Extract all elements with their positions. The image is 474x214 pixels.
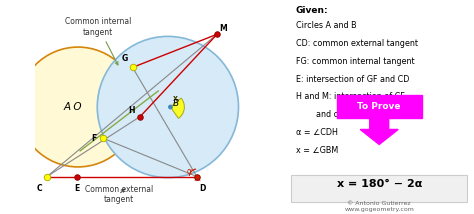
Text: α: α (186, 167, 191, 176)
Text: x = 180° − 2α: x = 180° − 2α (337, 179, 422, 189)
Text: B: B (173, 99, 178, 108)
Circle shape (97, 36, 238, 178)
Wedge shape (171, 98, 184, 118)
Text: and circle B: and circle B (296, 110, 363, 119)
Text: E: E (74, 184, 80, 193)
Text: Circles A and B: Circles A and B (296, 21, 356, 30)
Text: E: intersection of GF and CD: E: intersection of GF and CD (296, 75, 409, 84)
Text: M: M (219, 24, 228, 33)
Text: x: x (173, 94, 178, 103)
Point (167, 105, 174, 109)
Text: α = ∠CDH: α = ∠CDH (296, 128, 337, 137)
Text: Common external
tangent: Common external tangent (84, 185, 153, 204)
Point (43, 175, 51, 178)
Text: FG: common internal tangent: FG: common internal tangent (296, 57, 414, 66)
Text: Common internal
tangent: Common internal tangent (65, 17, 131, 65)
Text: Given:: Given: (296, 6, 328, 15)
Point (129, 66, 137, 69)
Point (193, 175, 201, 178)
Point (193, 175, 201, 178)
FancyBboxPatch shape (337, 95, 422, 118)
Text: G: G (122, 54, 128, 63)
Point (73, 175, 81, 178)
Text: F: F (91, 134, 97, 143)
Point (213, 33, 221, 36)
FancyBboxPatch shape (291, 175, 467, 202)
FancyArrow shape (360, 119, 398, 144)
Point (136, 115, 144, 118)
Circle shape (18, 47, 138, 167)
Point (99, 136, 106, 140)
Text: To Prove: To Prove (357, 102, 401, 111)
Text: CD: common external tangent: CD: common external tangent (296, 39, 418, 48)
Text: C: C (36, 184, 42, 193)
Text: x = ∠GBM: x = ∠GBM (296, 146, 338, 155)
Text: H and M: intersection of CF: H and M: intersection of CF (296, 92, 404, 101)
Text: H: H (128, 106, 135, 115)
Text: A O: A O (64, 102, 82, 112)
Text: D: D (199, 184, 205, 193)
Text: © Antonio Gutierrez
www.gogeometry.com: © Antonio Gutierrez www.gogeometry.com (344, 201, 414, 212)
